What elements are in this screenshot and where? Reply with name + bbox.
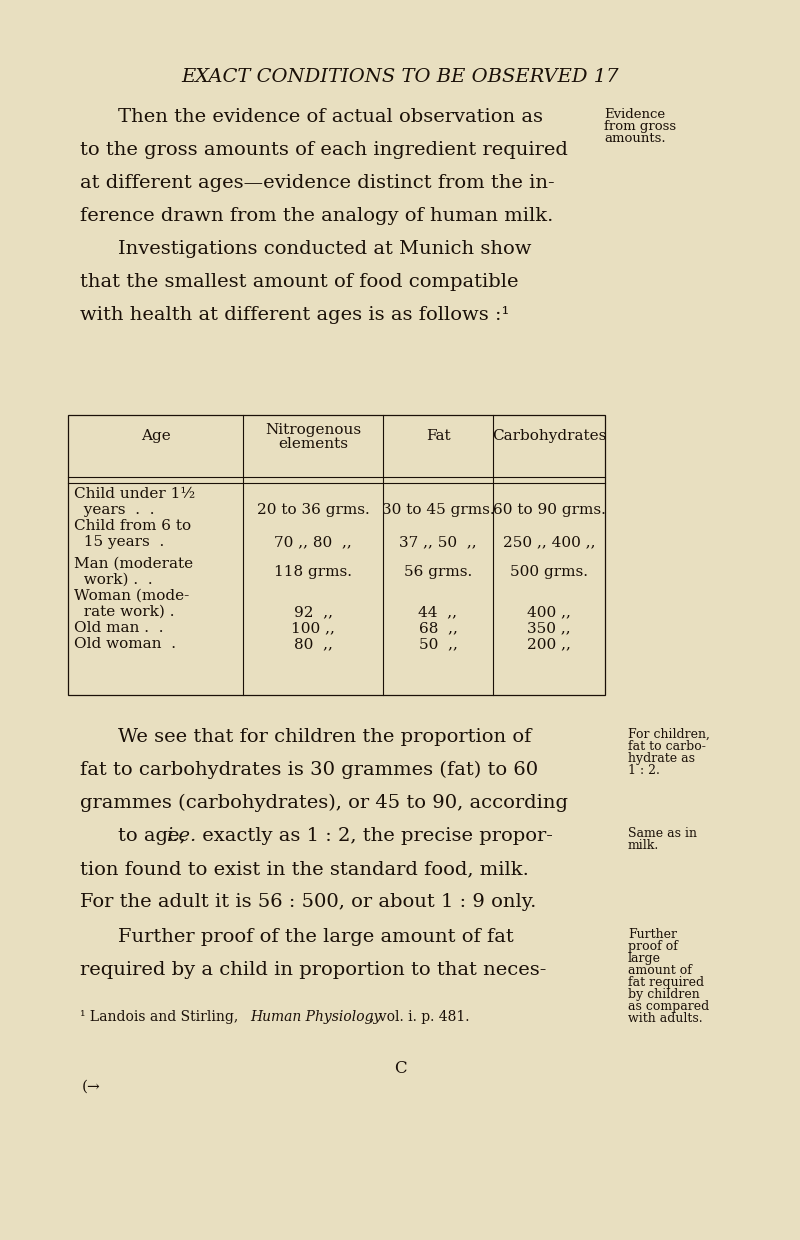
Text: Old woman  .: Old woman . (74, 637, 176, 651)
Text: at different ages—evidence distinct from the in-: at different ages—evidence distinct from… (80, 174, 554, 192)
Text: milk.: milk. (628, 839, 659, 852)
Text: required by a child in proportion to that neces-: required by a child in proportion to tha… (80, 961, 546, 980)
Text: 50  ,,: 50 ,, (418, 637, 458, 651)
Text: We see that for children the proportion of: We see that for children the proportion … (118, 728, 531, 746)
Text: large: large (628, 952, 661, 965)
Text: 1 : 2.: 1 : 2. (628, 764, 660, 777)
Text: rate work) .: rate work) . (74, 605, 174, 619)
Text: Investigations conducted at Munich show: Investigations conducted at Munich show (118, 241, 531, 258)
Text: Evidence: Evidence (604, 108, 665, 122)
Text: For the adult it is 56 : 500, or about 1 : 9 only.: For the adult it is 56 : 500, or about 1… (80, 893, 536, 911)
Text: 15 years  .: 15 years . (74, 534, 164, 549)
Text: 118 grms.: 118 grms. (274, 565, 352, 579)
Text: that the smallest amount of food compatible: that the smallest amount of food compati… (80, 273, 518, 291)
Text: to age,: to age, (118, 827, 192, 844)
Text: 68  ,,: 68 ,, (418, 621, 458, 635)
Text: Human Physiology: Human Physiology (250, 1011, 382, 1024)
Text: hydrate as: hydrate as (628, 751, 695, 765)
Text: Old man .  .: Old man . . (74, 621, 163, 635)
Text: 100 ,,: 100 ,, (291, 621, 335, 635)
Text: fat required: fat required (628, 976, 704, 990)
Text: Child under 1½: Child under 1½ (74, 487, 195, 501)
Text: grammes (carbohydrates), or 45 to 90, according: grammes (carbohydrates), or 45 to 90, ac… (80, 794, 568, 812)
Text: Woman (mode-: Woman (mode- (74, 589, 190, 603)
Text: 70 ,, 80  ,,: 70 ,, 80 ,, (274, 534, 352, 549)
Text: 30 to 45 grms.: 30 to 45 grms. (382, 503, 494, 517)
Text: amount of: amount of (628, 963, 692, 977)
Text: 92  ,,: 92 ,, (294, 605, 333, 619)
Text: Nitrogenous: Nitrogenous (265, 423, 361, 436)
Text: 200 ,,: 200 ,, (527, 637, 571, 651)
Text: from gross: from gross (604, 120, 676, 133)
Text: to the gross amounts of each ingredient required: to the gross amounts of each ingredient … (80, 141, 568, 159)
Text: C: C (394, 1060, 406, 1078)
Text: ¹ Landois and Stirling,: ¹ Landois and Stirling, (80, 1011, 242, 1024)
Text: Age: Age (141, 429, 170, 443)
Text: 400 ,,: 400 ,, (527, 605, 571, 619)
Text: as compared: as compared (628, 999, 710, 1013)
Text: 20 to 36 grms.: 20 to 36 grms. (257, 503, 370, 517)
Text: Child from 6 to: Child from 6 to (74, 520, 191, 533)
Text: with adults.: with adults. (628, 1012, 702, 1025)
Text: by children: by children (628, 988, 700, 1001)
Text: Fat: Fat (426, 429, 450, 443)
Text: exactly as 1 : 2, the precise propor-: exactly as 1 : 2, the precise propor- (196, 827, 553, 844)
Text: For children,: For children, (628, 728, 710, 742)
Text: fat to carbo-: fat to carbo- (628, 740, 706, 753)
Text: proof of: proof of (628, 940, 678, 954)
Text: i.e.: i.e. (166, 827, 196, 844)
Text: 44  ,,: 44 ,, (418, 605, 458, 619)
Text: 60 to 90 grms.: 60 to 90 grms. (493, 503, 606, 517)
Text: 37 ,, 50  ,,: 37 ,, 50 ,, (399, 534, 477, 549)
Text: Further proof of the large amount of fat: Further proof of the large amount of fat (118, 928, 514, 946)
Text: tion found to exist in the standard food, milk.: tion found to exist in the standard food… (80, 861, 529, 878)
Text: Carbohydrates: Carbohydrates (492, 429, 606, 443)
Text: 500 grms.: 500 grms. (510, 565, 588, 579)
Text: Man (moderate: Man (moderate (74, 557, 193, 570)
Text: 56 grms.: 56 grms. (404, 565, 472, 579)
Text: fat to carbohydrates is 30 grammes (fat) to 60: fat to carbohydrates is 30 grammes (fat)… (80, 761, 538, 779)
Text: , vol. i. p. 481.: , vol. i. p. 481. (370, 1011, 470, 1024)
Text: work) .  .: work) . . (74, 573, 153, 587)
Text: ference drawn from the analogy of human milk.: ference drawn from the analogy of human … (80, 207, 554, 224)
Text: 250 ,, 400 ,,: 250 ,, 400 ,, (502, 534, 595, 549)
Text: elements: elements (278, 436, 348, 451)
Text: with health at different ages is as follows :¹: with health at different ages is as foll… (80, 306, 510, 324)
Bar (68, 415, 605, 694)
Text: 350 ,,: 350 ,, (527, 621, 571, 635)
Text: Then the evidence of actual observation as: Then the evidence of actual observation … (118, 108, 543, 126)
Text: 80  ,,: 80 ,, (294, 637, 333, 651)
Text: Further: Further (628, 928, 677, 941)
Text: (→: (→ (82, 1080, 101, 1094)
Text: amounts.: amounts. (604, 131, 666, 145)
Text: EXACT CONDITIONS TO BE OBSERVED 17: EXACT CONDITIONS TO BE OBSERVED 17 (182, 68, 618, 86)
Text: Same as in: Same as in (628, 827, 697, 839)
Text: years  .  .: years . . (74, 503, 154, 517)
